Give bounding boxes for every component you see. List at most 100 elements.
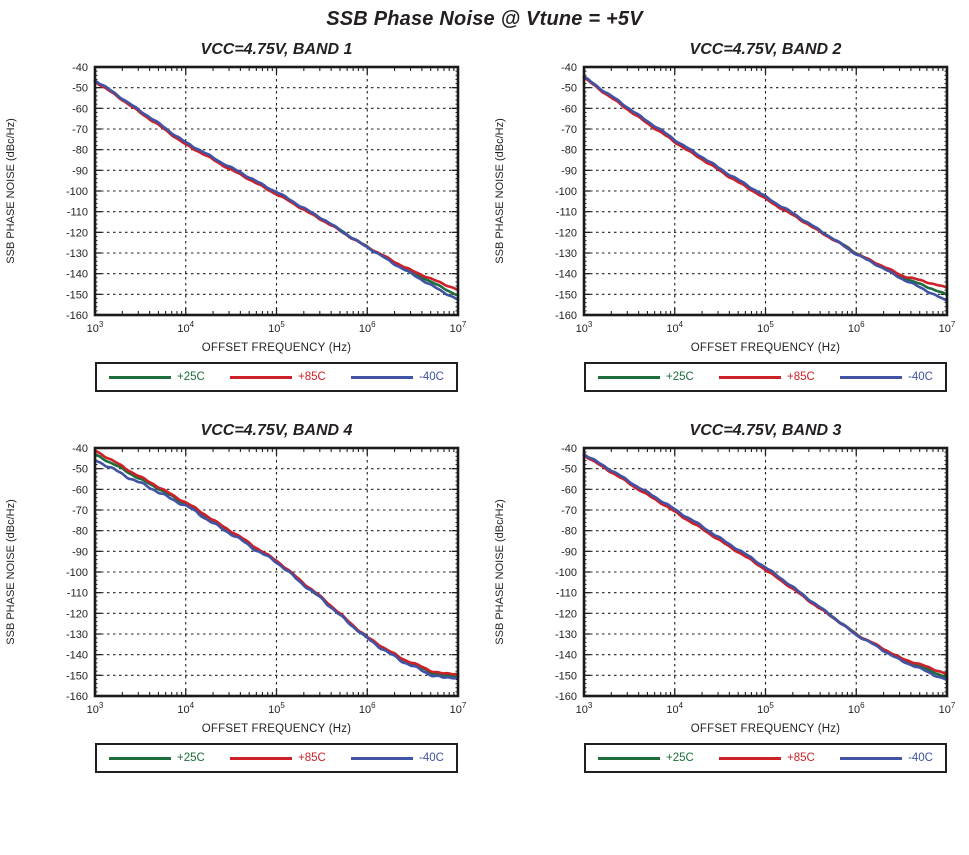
- legend-label: +25C: [666, 752, 694, 764]
- svg-text:-90: -90: [72, 546, 88, 558]
- legend-label: -40C: [419, 371, 444, 383]
- svg-text:107: 107: [450, 320, 467, 335]
- svg-text:-50: -50: [72, 464, 88, 476]
- svg-text:103: 103: [87, 701, 104, 716]
- legend-entry: +85C: [230, 371, 326, 383]
- legend-line-swatch: [230, 375, 293, 379]
- legend-line-swatch: [109, 756, 171, 760]
- svg-text:-130: -130: [66, 629, 88, 641]
- svg-text:-140: -140: [66, 269, 88, 281]
- svg-text:-60: -60: [72, 484, 88, 496]
- legend-line-swatch: [598, 375, 660, 379]
- legend-entry: +25C: [598, 752, 694, 764]
- svg-text:-60: -60: [72, 103, 88, 115]
- legend-label: +25C: [177, 371, 205, 383]
- svg-text:-110: -110: [67, 207, 88, 219]
- plot-svg: -40 -50 -60 -70 -80 -90 -100 -110 -120 -130 -140 -1…: [5, 62, 467, 335]
- svg-text:106: 106: [848, 701, 865, 716]
- legend-label: +85C: [298, 752, 326, 764]
- x-axis-label: OFFSET FREQUENCY (Hz): [690, 342, 841, 354]
- svg-text:-140: -140: [555, 650, 577, 662]
- svg-text:104: 104: [666, 701, 683, 716]
- chart-band-2: VCC=4.75V, BAND 2 -40 -50 -60 -70 -80 -90 -100…: [489, 41, 969, 392]
- chart-title: VCC=4.75V, BAND 4: [200, 422, 353, 439]
- legend-entry: +85C: [230, 752, 326, 764]
- svg-text:-80: -80: [72, 145, 88, 157]
- chart-band-4: VCC=4.75V, BAND 4 -40 -50 -60 -70 -80 -90 -100…: [0, 422, 480, 773]
- legend-line-swatch: [840, 375, 903, 379]
- x-axis-label: OFFSET FREQUENCY (Hz): [201, 723, 352, 735]
- svg-text:105: 105: [268, 320, 285, 335]
- svg-text:106: 106: [359, 701, 376, 716]
- legend: +25C +85C -40C: [584, 743, 947, 773]
- svg-text:-50: -50: [561, 464, 577, 476]
- legend-line-swatch: [598, 756, 660, 760]
- svg-text:-160: -160: [66, 310, 88, 322]
- svg-text:-70: -70: [561, 505, 577, 517]
- svg-text:-120: -120: [66, 227, 88, 239]
- svg-text:-100: -100: [66, 186, 88, 198]
- svg-text:-130: -130: [66, 248, 88, 260]
- svg-text:-70: -70: [72, 124, 88, 136]
- chart-title: VCC=4.75V, BAND 3: [689, 422, 842, 439]
- x-axis-label: OFFSET FREQUENCY (Hz): [201, 342, 352, 354]
- svg-text:103: 103: [576, 701, 593, 716]
- plot-svg: -40 -50 -60 -70 -80 -90 -100 -110 -120 -130 -140 -1…: [494, 443, 956, 716]
- legend-label: +85C: [298, 371, 326, 383]
- svg-text:-50: -50: [72, 83, 88, 95]
- svg-text:107: 107: [939, 701, 956, 716]
- plot-svg: -40 -50 -60 -70 -80 -90 -100 -110 -120 -130 -140 -1…: [494, 62, 956, 335]
- svg-text:-140: -140: [555, 269, 577, 281]
- chart-band-1: VCC=4.75V, BAND 1 -40 -50 -60 -70 -80 -90 -100…: [0, 41, 480, 392]
- svg-text:SSB PHASE NOISE (dBc/Hz): SSB PHASE NOISE (dBc/Hz): [494, 118, 506, 263]
- svg-text:-160: -160: [555, 310, 577, 322]
- svg-text:-40: -40: [72, 62, 88, 74]
- svg-text:-150: -150: [555, 289, 577, 301]
- svg-text:-60: -60: [561, 484, 577, 496]
- legend-entry: -40C: [351, 371, 444, 383]
- chart-title: VCC=4.75V, BAND 2: [689, 41, 842, 58]
- legend-entry: +85C: [719, 752, 815, 764]
- svg-text:105: 105: [268, 701, 285, 716]
- svg-text:-160: -160: [555, 691, 577, 703]
- svg-text:-90: -90: [561, 546, 577, 558]
- svg-text:107: 107: [450, 701, 467, 716]
- legend-entry: +25C: [109, 371, 205, 383]
- legend-label: +25C: [177, 752, 205, 764]
- plot-svg: -40 -50 -60 -70 -80 -90 -100 -110 -120 -130 -140 -1…: [5, 443, 467, 716]
- legend-entry: +25C: [598, 371, 694, 383]
- svg-text:-150: -150: [66, 289, 88, 301]
- svg-text:-100: -100: [66, 567, 88, 579]
- legend-entry: +25C: [109, 752, 205, 764]
- legend-line-swatch: [351, 375, 414, 379]
- svg-text:SSB PHASE NOISE (dBc/Hz): SSB PHASE NOISE (dBc/Hz): [494, 499, 506, 644]
- legend-entry: -40C: [840, 752, 933, 764]
- svg-text:103: 103: [576, 320, 593, 335]
- chart-band-3: VCC=4.75V, BAND 3 -40 -50 -60 -70 -80 -90 -100…: [489, 422, 969, 773]
- svg-text:104: 104: [666, 320, 683, 335]
- svg-text:SSB PHASE NOISE (dBc/Hz): SSB PHASE NOISE (dBc/Hz): [5, 118, 17, 263]
- svg-text:-40: -40: [72, 443, 88, 455]
- svg-text:-80: -80: [561, 526, 577, 538]
- svg-text:-110: -110: [67, 588, 88, 600]
- svg-text:-70: -70: [72, 505, 88, 517]
- page-root: SSB Phase Noise @ Vtune = +5V VCC=4.75V,…: [0, 8, 969, 773]
- legend-label: -40C: [908, 371, 933, 383]
- svg-text:-60: -60: [561, 103, 577, 115]
- svg-text:-100: -100: [555, 186, 577, 198]
- svg-text:-90: -90: [561, 165, 577, 177]
- x-axis-label: OFFSET FREQUENCY (Hz): [690, 723, 841, 735]
- legend-entry: -40C: [351, 752, 444, 764]
- svg-text:-120: -120: [555, 608, 577, 620]
- legend-label: +85C: [787, 752, 815, 764]
- svg-text:-80: -80: [561, 145, 577, 157]
- svg-text:-130: -130: [555, 248, 577, 260]
- charts-grid: VCC=4.75V, BAND 1 -40 -50 -60 -70 -80 -90 -100…: [0, 41, 969, 773]
- legend: +25C +85C -40C: [95, 362, 458, 392]
- svg-text:-120: -120: [66, 608, 88, 620]
- svg-text:-110: -110: [556, 207, 577, 219]
- svg-text:-150: -150: [66, 670, 88, 682]
- page-title: SSB Phase Noise @ Vtune = +5V: [326, 8, 643, 30]
- svg-text:107: 107: [939, 320, 956, 335]
- svg-text:-140: -140: [66, 650, 88, 662]
